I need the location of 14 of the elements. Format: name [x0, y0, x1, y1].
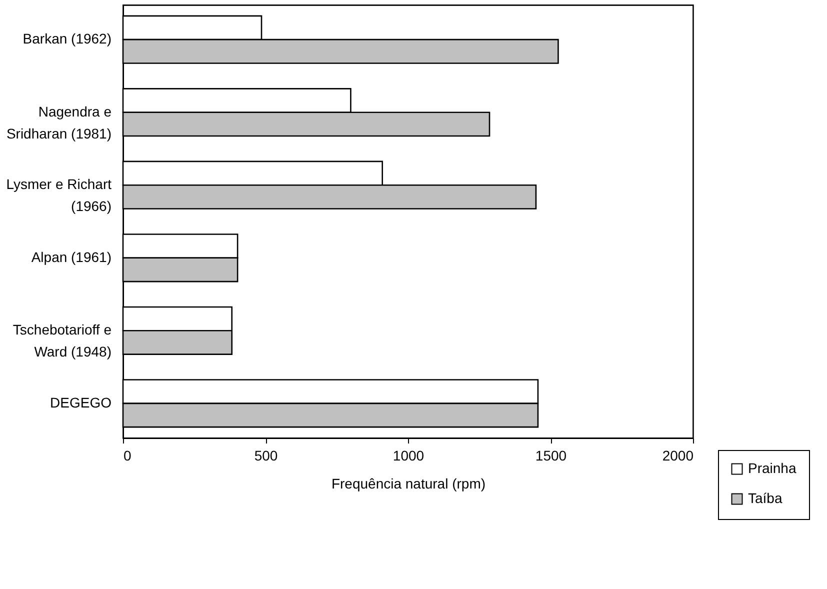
- y-tick-label: DEGEGO: [50, 394, 112, 410]
- x-tick-label: 1500: [535, 448, 567, 464]
- y-tick-label: Nagendra e Sridharan (1981): [6, 103, 112, 142]
- x-tick-label: 0: [124, 448, 132, 464]
- y-tick-label: Tschebotarioff e Ward (1948): [12, 322, 112, 360]
- y-tick-label: Alpan (1961): [31, 248, 112, 265]
- x-tick-label: 1000: [392, 448, 424, 464]
- x-tick-label: 500: [254, 448, 278, 464]
- y-tick-label: Barkan (1962): [22, 30, 112, 47]
- legend-label: Taíba: [748, 490, 782, 506]
- x-axis-title: Frequência natural (rpm): [331, 476, 486, 492]
- y-tick-label: Lysmer e Richart (1966): [6, 176, 112, 214]
- x-tick-label: 2000: [662, 448, 694, 464]
- legend-label: Prainha: [748, 460, 796, 476]
